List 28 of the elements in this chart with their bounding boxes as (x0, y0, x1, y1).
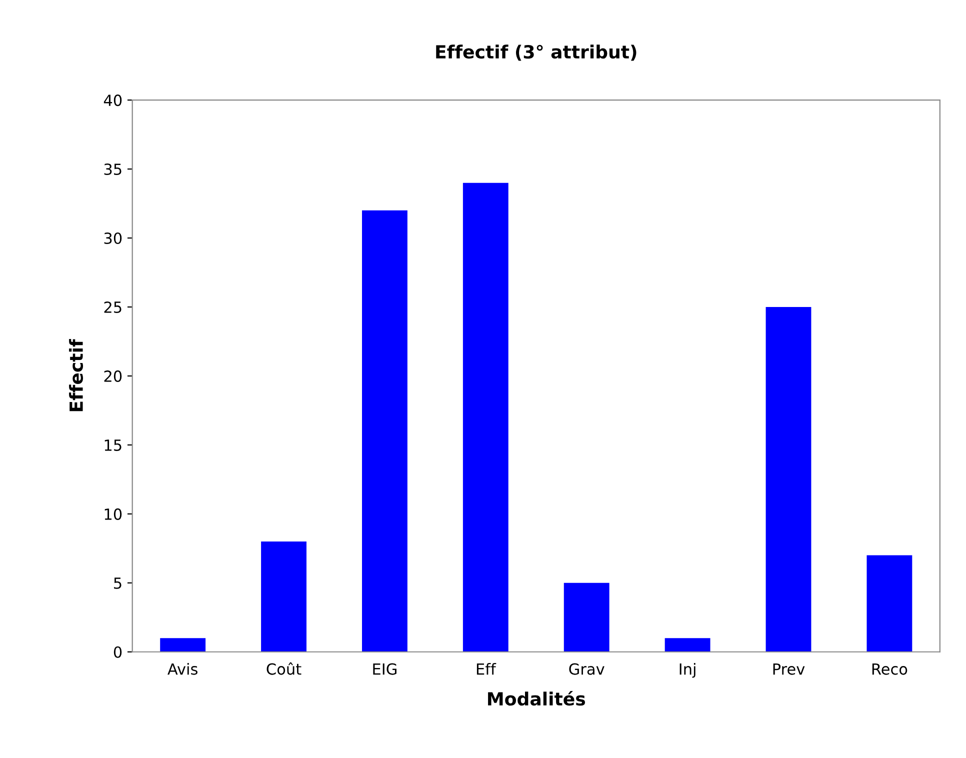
x-tick-label: Reco (872, 663, 908, 675)
y-tick-label: 15 (104, 440, 122, 451)
y-tick-label: 20 (104, 370, 122, 382)
x-tick-label: Prev (773, 663, 805, 675)
y-tick-label: 0 (114, 646, 122, 658)
y-tick-label: 10 (104, 508, 122, 520)
bar (564, 582, 610, 652)
y-tick-label: 30 (104, 232, 122, 244)
bar (766, 306, 812, 652)
x-tick-label: Avis (168, 662, 198, 675)
x-tick-label: EIG (373, 663, 396, 675)
x-tick-label: Grav (569, 663, 604, 675)
bar (160, 638, 206, 652)
x-tick-label: Inj (680, 662, 696, 678)
y-tick-label: 5 (114, 578, 122, 589)
y-tick-label: 40 (104, 94, 122, 106)
bar (664, 638, 710, 652)
x-tick-label: Coût (266, 662, 302, 675)
bar (261, 542, 306, 652)
x-axis-title: Modalités (488, 690, 586, 706)
y-tick-label: 25 (104, 301, 122, 314)
bar (866, 555, 912, 652)
y-tick-label: 35 (104, 164, 122, 176)
bar (462, 182, 508, 652)
bar (362, 210, 408, 652)
chart-title: Effectif (3° attribut) (436, 44, 636, 61)
x-tick-label: Eff (476, 662, 496, 675)
y-axis-title: Effectif (69, 338, 84, 412)
